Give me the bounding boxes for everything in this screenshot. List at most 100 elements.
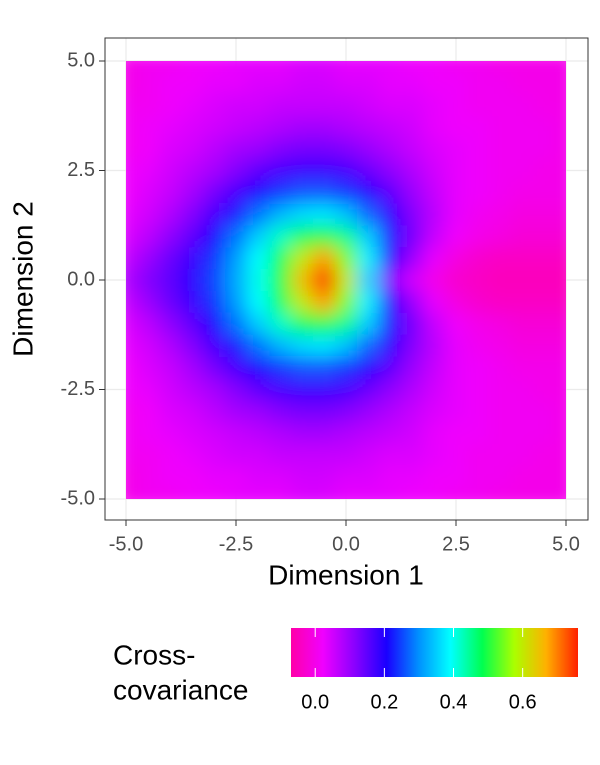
heat-cell — [423, 269, 446, 292]
heat-cell — [291, 334, 314, 358]
heat-cell — [247, 181, 270, 204]
heat-cell — [357, 115, 380, 139]
heat-cell — [423, 115, 446, 139]
heat-cell — [313, 290, 336, 314]
heat-cell — [313, 444, 336, 467]
heat-cell — [335, 422, 358, 445]
heat-cell — [137, 61, 160, 73]
legend-tick-label: 0.6 — [509, 691, 537, 713]
heat-cell — [467, 356, 490, 380]
heat-cell — [269, 137, 292, 161]
heat-cell — [489, 71, 512, 95]
heat-cell — [269, 159, 292, 182]
heat-cell — [445, 71, 468, 95]
heat-cell — [445, 356, 468, 380]
x-axis-title: Dimension 1 — [268, 559, 424, 590]
heat-cell — [269, 466, 292, 489]
heat-cell — [291, 444, 314, 467]
heat-cell — [126, 466, 138, 489]
heat-cell — [291, 71, 314, 95]
heat-cell — [467, 290, 490, 314]
heat-cell — [181, 71, 204, 95]
heat-cell — [511, 290, 534, 314]
heat-cell — [335, 115, 358, 139]
heat-cell — [467, 422, 490, 445]
heat-cell — [489, 488, 512, 499]
x-tick-label: 2.5 — [442, 533, 470, 555]
heat-cell — [225, 400, 248, 423]
heat-cell — [533, 115, 556, 139]
heat-cell — [379, 159, 402, 182]
heat-cell — [511, 225, 534, 248]
heat-cell — [225, 71, 248, 95]
heat-cell — [445, 225, 468, 248]
heat-cell — [159, 422, 182, 445]
heat-cell — [269, 181, 292, 204]
heat-cell — [335, 93, 358, 117]
heat-cell — [335, 159, 358, 182]
heat-cell — [269, 400, 292, 423]
heat-cell — [225, 93, 248, 117]
x-tick-label: -2.5 — [219, 533, 253, 555]
heat-cell — [335, 203, 358, 226]
heat-cell — [335, 400, 358, 423]
heat-cell — [423, 488, 446, 499]
heat-cell — [137, 334, 160, 358]
heat-cell — [159, 400, 182, 423]
heat-cell — [203, 488, 226, 499]
heat-cell — [137, 247, 160, 270]
heat-cell — [181, 466, 204, 489]
heat-cell — [379, 247, 402, 270]
heat-cell — [181, 356, 204, 380]
heat-cell — [225, 356, 248, 380]
heat-cell — [335, 312, 358, 336]
heat-cell — [511, 312, 534, 336]
heat-cell — [181, 159, 204, 182]
heat-cell — [401, 444, 424, 467]
heat-cell — [533, 334, 556, 358]
heat-cell — [533, 466, 556, 489]
heat-cell — [181, 93, 204, 117]
heat-cell — [511, 400, 534, 423]
heat-cell — [379, 93, 402, 117]
heat-cell — [489, 181, 512, 204]
heat-cell — [335, 290, 358, 314]
heat-cell — [313, 378, 336, 401]
heat-cell — [401, 93, 424, 117]
heat-cell — [445, 269, 468, 292]
heat-cell — [203, 137, 226, 161]
heat-cell — [126, 400, 138, 423]
heat-cell — [423, 400, 446, 423]
heat-cell — [401, 488, 424, 499]
heat-cell — [269, 61, 292, 73]
heat-cell — [291, 225, 314, 248]
heat-cell — [533, 93, 556, 117]
heat-cell — [379, 356, 402, 380]
heat-cell — [159, 312, 182, 336]
heat-cell — [313, 115, 336, 139]
heat-cell — [335, 61, 358, 73]
heat-cell — [379, 61, 402, 73]
heat-cell — [291, 61, 314, 73]
heat-cell — [137, 400, 160, 423]
heat-cell — [489, 93, 512, 117]
heat-cell — [225, 203, 248, 226]
heat-cell — [489, 334, 512, 358]
heat-cell — [159, 181, 182, 204]
heat-cell — [247, 93, 270, 117]
heat-cell — [357, 466, 380, 489]
legend-tick-label: 0.2 — [370, 691, 398, 713]
heat-cell — [291, 488, 314, 499]
heat-cell — [159, 71, 182, 95]
heat-cell — [423, 334, 446, 358]
heat-cell — [203, 203, 226, 226]
heat-cell — [137, 466, 160, 489]
heat-cell — [291, 247, 314, 270]
heat-cell — [126, 225, 138, 248]
heat-cell — [511, 137, 534, 161]
heat-cell — [533, 247, 556, 270]
x-tick-label: -5.0 — [109, 533, 143, 555]
heat-cell — [445, 378, 468, 401]
heat-cell — [357, 71, 380, 95]
heat-cell — [357, 378, 380, 401]
